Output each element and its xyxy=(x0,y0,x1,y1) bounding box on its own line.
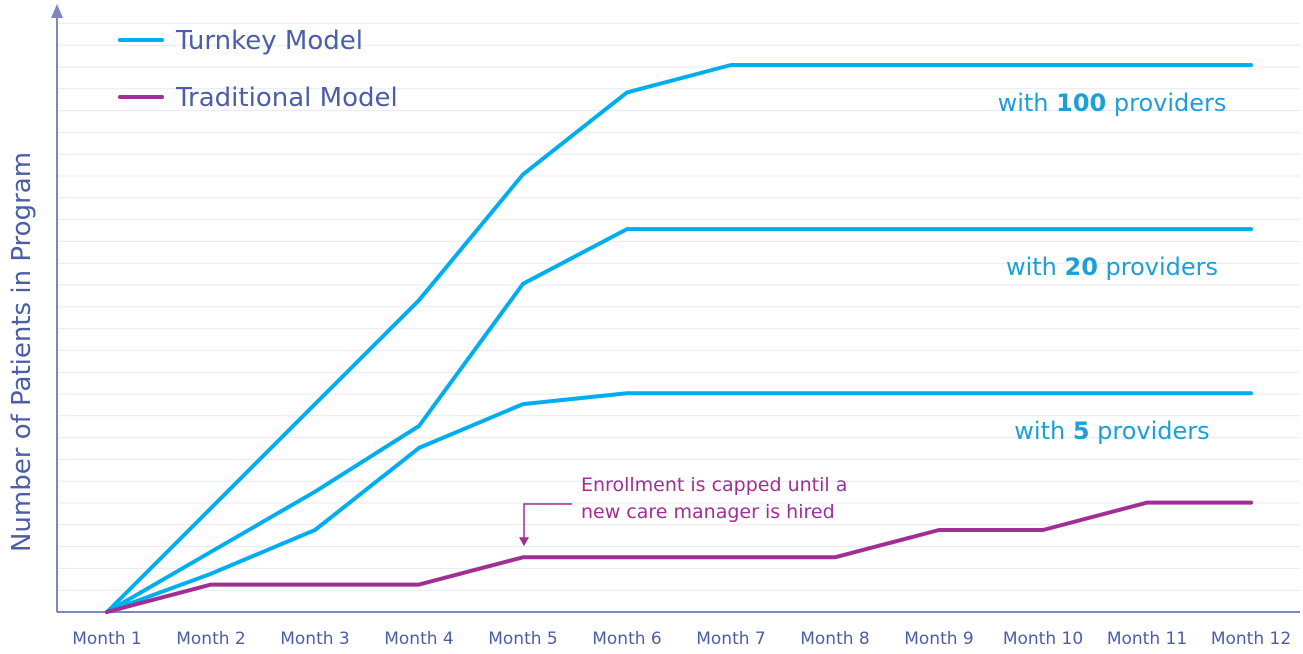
grid-lines xyxy=(57,22,1300,591)
series-label: with 5 providers xyxy=(1014,417,1209,445)
x-tick-label: Month 12 xyxy=(1211,629,1291,649)
x-tick-label: Month 3 xyxy=(280,629,350,649)
x-tick-label: Month 9 xyxy=(904,629,974,649)
annotation-text: new care manager is hired xyxy=(581,501,835,523)
series-labels: with 100 providers with 20 providers with … xyxy=(998,89,1227,445)
annotation-text: Enrollment is capped until a xyxy=(581,474,847,496)
legend: Turnkey Model Traditional Model xyxy=(118,26,398,113)
annotation-arrow-line xyxy=(523,503,572,540)
series-lines xyxy=(105,63,1253,614)
y-axis-label: Number of Patients in Program xyxy=(7,152,37,552)
x-tick-label: Month 11 xyxy=(1107,629,1187,649)
x-tick-label: Month 8 xyxy=(800,629,870,649)
legend-label: Traditional Model xyxy=(175,83,398,113)
annotation-arrow-head xyxy=(519,537,529,547)
series-line xyxy=(105,63,1253,614)
x-tick-label: Month 7 xyxy=(696,629,766,649)
series-line xyxy=(105,500,1253,614)
x-tick-label: Month 6 xyxy=(592,629,662,649)
x-tick-label: Month 10 xyxy=(1003,629,1083,649)
series-line xyxy=(105,227,1253,614)
x-tick-label: Month 1 xyxy=(72,629,142,649)
x-tick-labels: Month 1 Month 2 Month 3 Month 4 Month 5 Month… xyxy=(72,629,1291,649)
series-line xyxy=(105,391,1253,614)
x-tick-label: Month 5 xyxy=(488,629,558,649)
series-label: with 100 providers xyxy=(998,89,1227,117)
annotation: Enrollment is capped until a new care man… xyxy=(519,474,847,547)
y-axis-arrow xyxy=(51,4,63,18)
series-label: with 20 providers xyxy=(1006,253,1218,281)
x-tick-label: Month 4 xyxy=(384,629,454,649)
x-tick-label: Month 2 xyxy=(176,629,246,649)
legend-label: Turnkey Model xyxy=(175,26,363,56)
